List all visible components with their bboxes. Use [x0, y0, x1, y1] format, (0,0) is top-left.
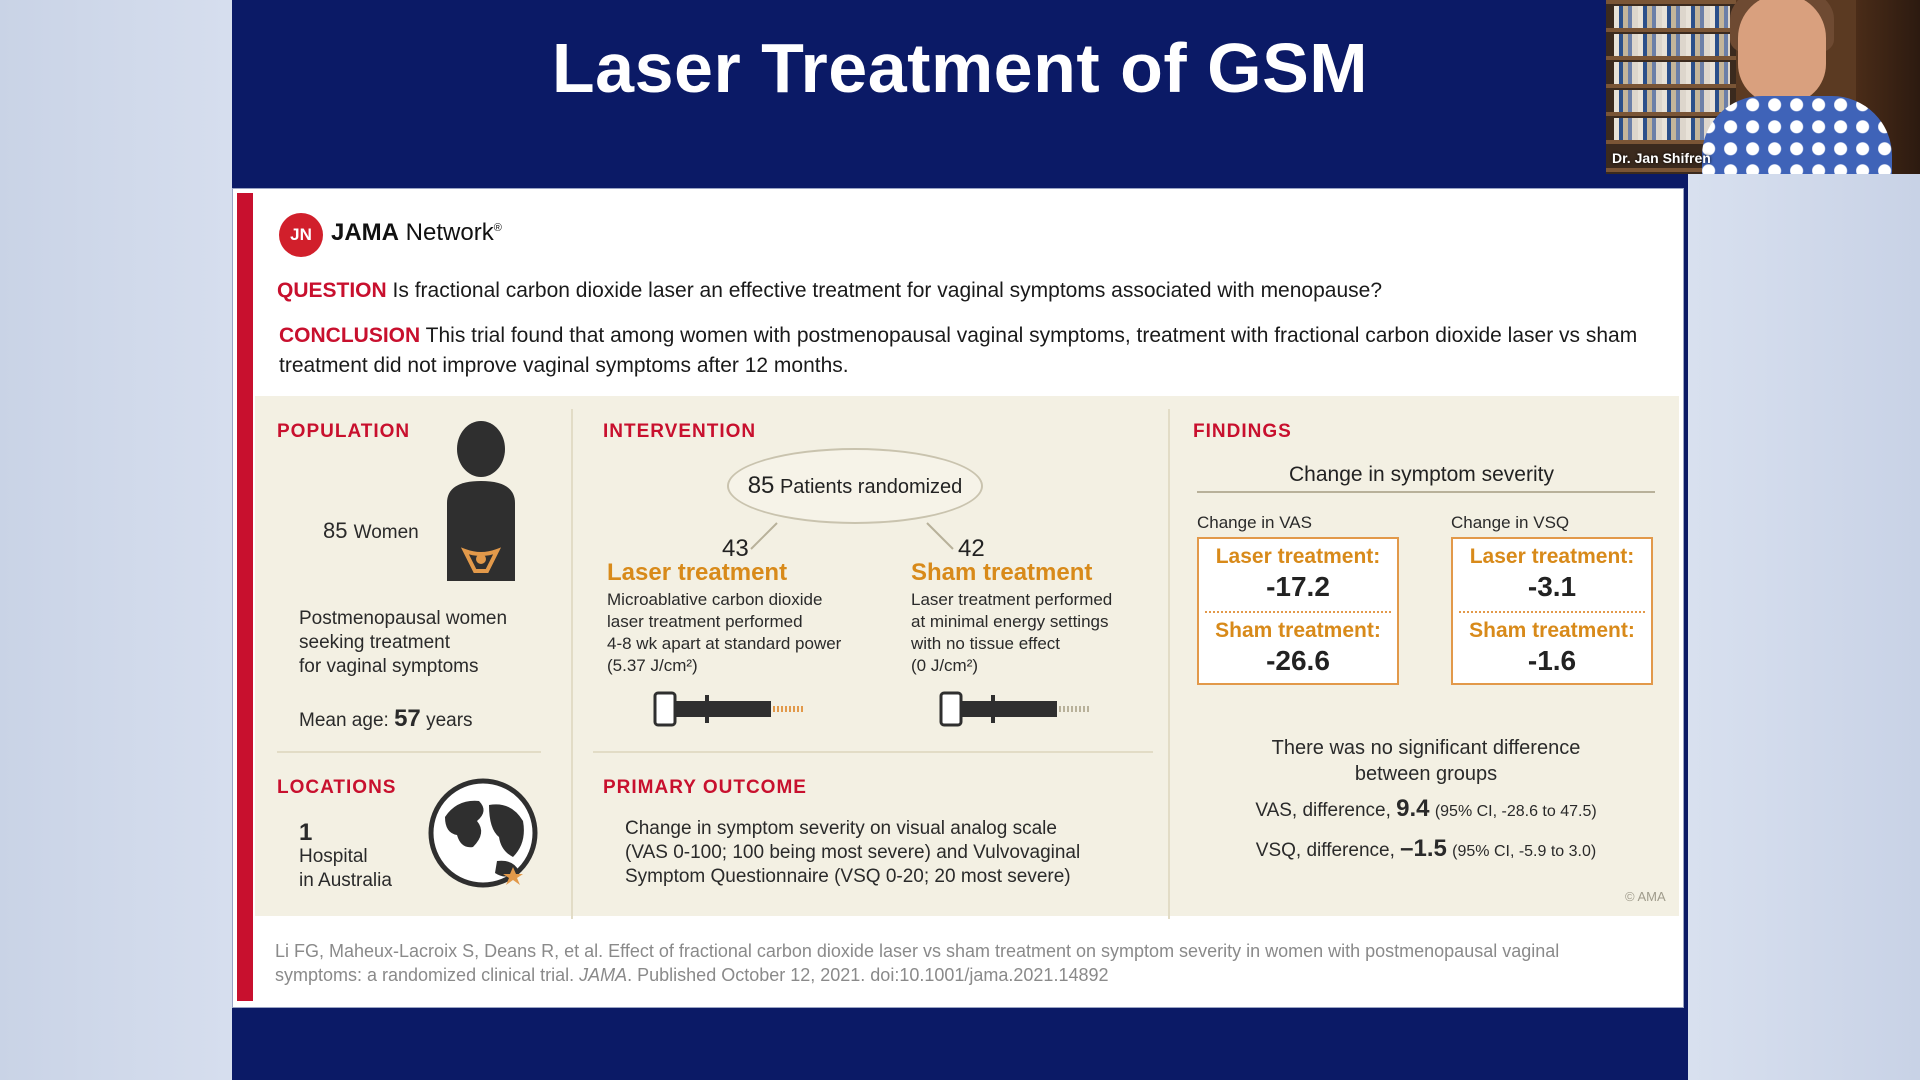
- row-divider: [593, 751, 1153, 753]
- citation: Li FG, Maheux-Lacroix S, Deans R, et al.…: [275, 941, 1560, 985]
- person-icon: [447, 421, 515, 581]
- vas-sham-value: -26.6: [1266, 645, 1330, 676]
- books-row: [1614, 34, 1730, 56]
- randomized-pill: 85 Patients randomized: [727, 448, 983, 524]
- video-thumbnail[interactable]: Dr. Jan Shifren: [1606, 0, 1920, 174]
- randomization-branches: [750, 522, 954, 550]
- column-divider: [571, 409, 573, 919]
- vsq-difference: VSQ, difference, –1.5 (95% CI, -5.9 to 3…: [1255, 835, 1597, 862]
- caller-face: [1738, 0, 1826, 104]
- vas-laser-value: -17.2: [1266, 571, 1330, 602]
- conclusion-text: This trial found that among women with p…: [279, 324, 1638, 377]
- vsq-result-box: Laser treatment: -3.1 Sham treatment: -1…: [1451, 537, 1653, 685]
- question: QUESTION Is fractional carbon dioxide la…: [277, 279, 1382, 303]
- locations-label: LOCATIONS: [277, 777, 397, 798]
- primary-outcome-label: PRIMARY OUTCOME: [603, 777, 807, 798]
- books-row: [1614, 6, 1730, 28]
- sham-arm-title: Sham treatment: [911, 559, 1093, 586]
- vas-sham-label: Sham treatment:: [1215, 619, 1381, 642]
- globe-icon: [428, 778, 538, 888]
- vsq-laser-value: -3.1: [1527, 571, 1577, 602]
- vsq-heading: Change in VSQ: [1451, 513, 1570, 532]
- locations-text: 1 Hospital in Australia: [299, 819, 392, 892]
- slide-title: Laser Treatment of GSM: [551, 29, 1369, 107]
- caller-name: Dr. Jan Shifren: [1612, 150, 1711, 166]
- conclusion-label: CONCLUSION: [279, 324, 421, 347]
- question-text: Is fractional carbon dioxide laser an ef…: [392, 279, 1382, 302]
- row-divider: [277, 751, 541, 753]
- population-label: POPULATION: [277, 421, 411, 442]
- no-difference-statement: There was no significant difference betw…: [1271, 737, 1581, 785]
- books-row: [1614, 62, 1730, 84]
- books-row: [1614, 118, 1730, 140]
- intervention-label: INTERVENTION: [603, 421, 757, 442]
- accent-bar: [237, 193, 253, 1001]
- column-divider: [1168, 409, 1170, 919]
- vas-laser-label: Laser treatment:: [1215, 545, 1381, 568]
- jama-network-wordmark: JAMA Network®: [331, 219, 502, 246]
- findings-label: FINDINGS: [1193, 421, 1292, 442]
- population-description: Postmenopausal women seeking treatment f…: [299, 608, 508, 677]
- caller-body: [1702, 96, 1892, 174]
- laser-arm-description: Microablative carbon dioxide laser treat…: [607, 590, 842, 675]
- primary-outcome-text: Change in symptom severity on visual ana…: [625, 818, 1081, 887]
- laser-device-icon: [653, 691, 803, 727]
- sham-arm-count: 42: [958, 535, 985, 562]
- vas-result-box: Laser treatment: -17.2 Sham treatment: -…: [1197, 537, 1399, 685]
- copyright: © AMA: [1625, 889, 1666, 904]
- mean-age: Mean age: 57 years: [299, 705, 473, 732]
- vas-heading: Change in VAS: [1197, 513, 1312, 532]
- vsq-laser-label: Laser treatment:: [1469, 545, 1635, 568]
- books-row: [1614, 90, 1730, 112]
- laser-arm-title: Laser treatment: [607, 559, 788, 586]
- vas-difference: VAS, difference, 9.4 (95% CI, -28.6 to 4…: [1255, 795, 1597, 822]
- vsq-sham-label: Sham treatment:: [1469, 619, 1635, 642]
- infographic-header: [255, 189, 1679, 396]
- jama-logo-icon: JN: [279, 213, 323, 257]
- sham-device-icon: [939, 691, 1089, 727]
- infographic-panel: JN JAMA Network® QUESTION Is fractional …: [232, 188, 1684, 1008]
- laser-arm-count: 43: [722, 535, 749, 562]
- population-count: 85 Women: [323, 518, 419, 544]
- infographic-footer: [255, 916, 1679, 1006]
- conclusion: CONCLUSION This trial found that among w…: [279, 321, 1669, 381]
- findings-rule: [1197, 491, 1655, 493]
- sham-arm-description: Laser treatment performed at minimal ene…: [911, 590, 1113, 675]
- question-label: QUESTION: [277, 279, 387, 302]
- vsq-sham-value: -1.6: [1527, 645, 1577, 676]
- findings-subtitle: Change in symptom severity: [1289, 463, 1554, 486]
